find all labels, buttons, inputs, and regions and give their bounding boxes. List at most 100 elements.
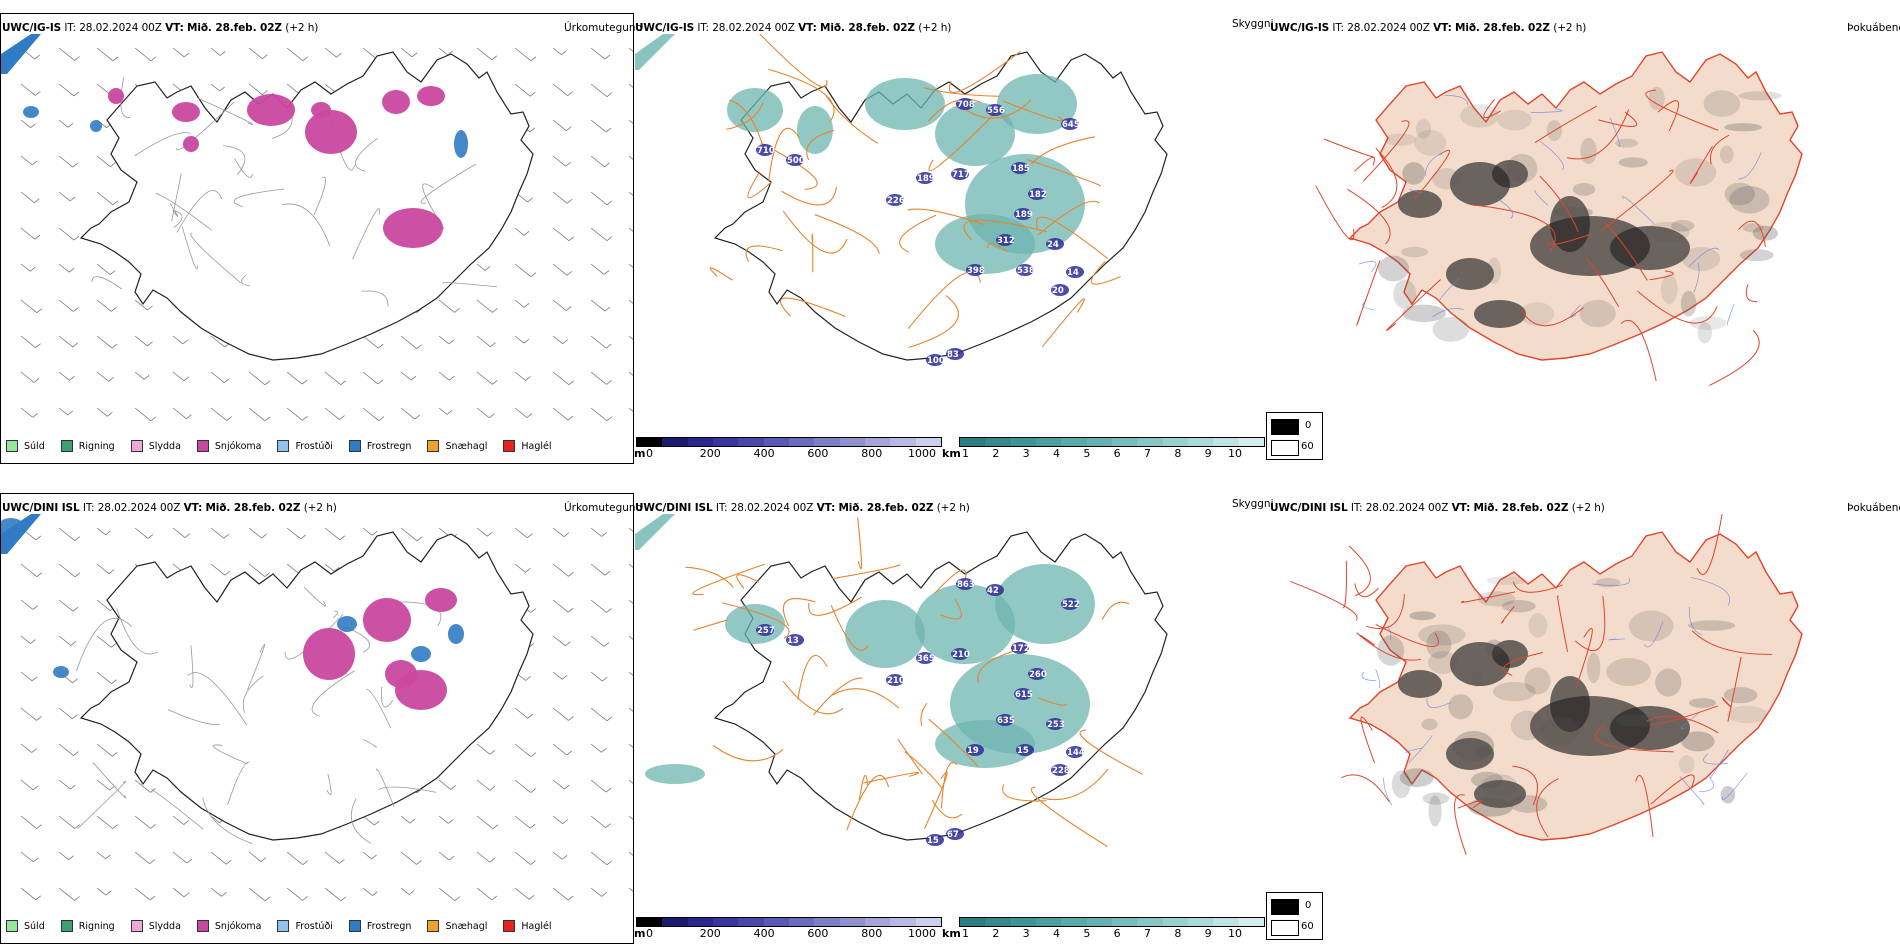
low-cloud-base-area bbox=[916, 652, 934, 664]
wind-barb bbox=[552, 563, 569, 577]
wind-barb-flag bbox=[414, 414, 421, 420]
cloud-base-label: 13 bbox=[787, 636, 799, 646]
lead-time: (+2 h) bbox=[1553, 22, 1587, 34]
wind-barb bbox=[248, 371, 266, 386]
fog-area bbox=[1446, 738, 1494, 770]
road-line bbox=[692, 563, 765, 596]
river-line bbox=[1408, 735, 1433, 763]
legend-swatch bbox=[60, 440, 73, 452]
fog-area bbox=[1432, 316, 1469, 342]
wind-barb bbox=[628, 155, 633, 160]
fog-area bbox=[1680, 290, 1697, 317]
wind-barb-flag bbox=[302, 56, 309, 61]
road-line bbox=[1500, 606, 1515, 624]
road-line bbox=[355, 137, 378, 172]
road-line bbox=[241, 274, 250, 287]
cloud-base-label: 210 bbox=[887, 676, 905, 686]
colorbar-tick-label: 9 bbox=[1204, 447, 1212, 460]
cloud-base-label: 645 bbox=[1062, 120, 1080, 130]
fog-area bbox=[1471, 771, 1503, 788]
road-line bbox=[375, 768, 395, 808]
legend-swatch bbox=[196, 440, 209, 452]
wind-barb bbox=[362, 851, 372, 860]
wind-barb-flag bbox=[371, 531, 378, 536]
wind-barb bbox=[58, 119, 69, 128]
colorbar-tick-label: 5 bbox=[1083, 447, 1091, 460]
fog-area bbox=[1606, 657, 1652, 687]
wind-barb bbox=[628, 779, 633, 784]
wind-barb bbox=[20, 155, 33, 166]
wind-barb bbox=[628, 371, 633, 376]
wind-barb bbox=[58, 263, 70, 273]
colorbar-tick-label: 1000 bbox=[908, 927, 936, 940]
legend-item: Súld bbox=[6, 920, 45, 932]
wind-barb bbox=[96, 779, 110, 791]
fog-area bbox=[1414, 129, 1447, 156]
wind-barb-flag bbox=[72, 714, 78, 720]
legend-label: Slydda bbox=[148, 920, 181, 932]
road-line bbox=[1360, 634, 1375, 646]
fog-area bbox=[1688, 698, 1717, 708]
wind-barb-flag bbox=[147, 534, 154, 539]
wind-barb-flag bbox=[73, 91, 80, 97]
road-line bbox=[1354, 583, 1379, 598]
wind-barb bbox=[248, 407, 266, 422]
road-line bbox=[202, 797, 253, 844]
lead-time: (+2 h) bbox=[303, 502, 337, 514]
colorbar-tick-label: 10 bbox=[1228, 447, 1242, 460]
wind-barb bbox=[96, 299, 112, 312]
wind-barb bbox=[172, 335, 184, 345]
colorbar-segment bbox=[1187, 918, 1214, 926]
legend-label: Haglél bbox=[521, 920, 552, 932]
wind-barb bbox=[20, 335, 36, 348]
wind-barb bbox=[58, 743, 74, 756]
wind-barb bbox=[590, 263, 605, 275]
wind-barb bbox=[286, 371, 303, 385]
fog-area bbox=[1481, 774, 1518, 797]
freezing-rain-area bbox=[337, 616, 357, 632]
road-line bbox=[1646, 715, 1719, 734]
low-visibility-area bbox=[935, 720, 1035, 768]
colorbar-segment bbox=[814, 918, 840, 926]
wind-barb bbox=[286, 47, 304, 61]
wind-barb-flag bbox=[490, 342, 496, 348]
wind-barb bbox=[58, 371, 70, 381]
wind-barb-flag bbox=[339, 859, 345, 864]
river-line bbox=[1426, 697, 1452, 708]
river-line bbox=[1688, 247, 1720, 267]
wind-barb bbox=[438, 47, 448, 56]
wind-barb-flag bbox=[606, 608, 612, 613]
fog-area bbox=[1474, 780, 1526, 808]
wind-barb bbox=[400, 371, 412, 381]
road-line bbox=[1585, 257, 1620, 308]
fog-area bbox=[1689, 315, 1727, 330]
snow-area bbox=[385, 660, 417, 688]
wind-barb-flag bbox=[260, 857, 267, 862]
wind-barb-flag bbox=[606, 416, 613, 422]
road-line bbox=[187, 672, 248, 726]
snow-area bbox=[417, 86, 445, 106]
colorbar-segment bbox=[1111, 438, 1138, 446]
road-line bbox=[303, 586, 327, 607]
road-line bbox=[1386, 279, 1442, 331]
legend-swatch bbox=[348, 920, 361, 932]
road-line bbox=[782, 210, 848, 254]
wind-barb bbox=[438, 815, 449, 824]
wind-barb-flag bbox=[73, 307, 79, 312]
road-line bbox=[1341, 774, 1390, 803]
wind-barb bbox=[476, 887, 493, 901]
road-line bbox=[196, 97, 254, 125]
colorbar-segment bbox=[1162, 438, 1188, 446]
colorbar-segment bbox=[864, 438, 891, 446]
colorbar-segment bbox=[1137, 438, 1163, 446]
iceland-coastline bbox=[79, 51, 534, 361]
wind-barb-flag bbox=[530, 752, 537, 758]
wind-barb-flag bbox=[72, 678, 78, 684]
fog-low-swatch bbox=[1271, 440, 1299, 456]
wind-barb bbox=[20, 227, 36, 240]
road-line bbox=[1460, 591, 1516, 603]
freezing-rain-area bbox=[23, 106, 39, 118]
colorbar-tick-label: 400 bbox=[753, 927, 775, 940]
wind-barb-flag bbox=[33, 378, 40, 383]
wind-barb-flag bbox=[220, 51, 226, 56]
